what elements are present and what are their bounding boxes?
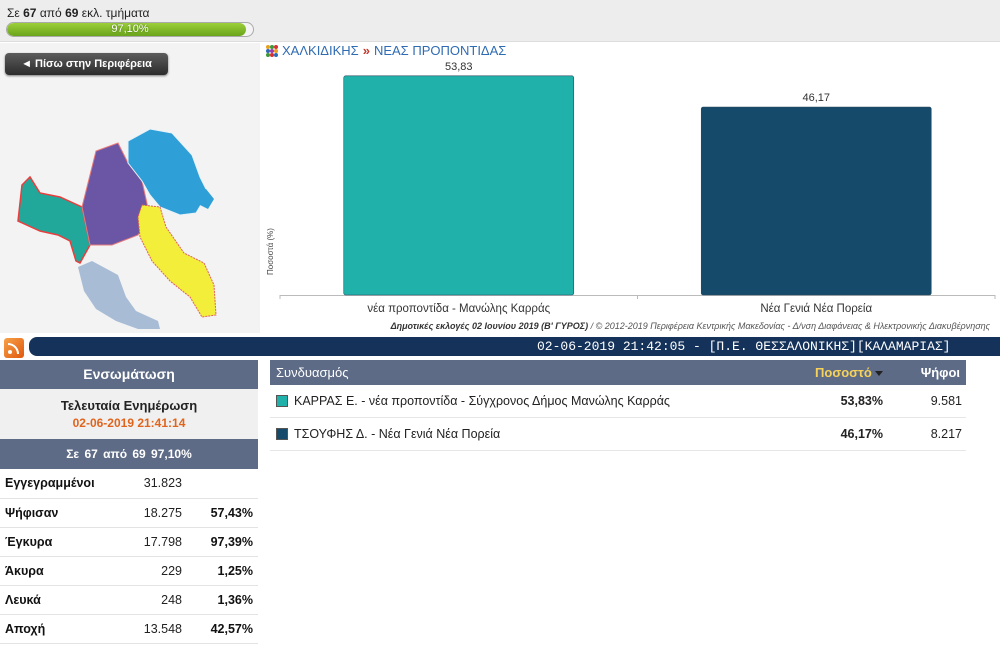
back-to-region-button[interactable]: ◄ Πίσω στην Περιφέρεια [5,53,168,75]
party-pct: 46,17% [840,427,883,441]
row-pct [182,469,258,499]
party-votes: 8.217 [930,427,962,441]
table-row: Άκυρα 229 1,25% [0,556,258,586]
bar-value-label: 46,17 [802,92,830,104]
map-pane: ◄ Πίσω στην Περιφέρεια [0,43,260,333]
row-label: Εγγεγραμμένοι [0,469,120,499]
row-value: 229 [120,556,182,586]
dots-icon [266,44,278,58]
row-pct: 97,39% [182,527,258,557]
results-bar-chart: Ποσοστά (%) 53,83 νέα προποντίδα - Μανώλης… [266,61,996,315]
sections-count-line: Σε 67 από 69 97,10% [0,439,258,469]
row-value: 31.823 [120,469,182,499]
row-value: 248 [120,585,182,615]
table-row[interactable]: ΤΣΟΥΦΗΣ Δ. - Νέα Γενιά Νέα Πορεία 46,17%… [270,418,966,451]
last-update-box: Τελευταία Ενημέρωση 02-06-2019 21:41:14 [0,389,258,439]
party-name: ΚΑΡΡΑΣ Ε. - νέα προποντίδα - Σύγχρονος Δ… [294,394,670,408]
last-update-label: Τελευταία Ενημέρωση [60,398,198,413]
row-pct: 57,43% [182,498,258,528]
credit-copyright: / © 2012-2019 Περιφέρεια Κεντρικής Μακεδ… [588,321,990,331]
row-value: 18.275 [120,498,182,528]
news-ticker: 02-06-2019 21:42:05 - [Π.Ε. ΘΕΣΣΑΛΟΝΙΚΗΣ… [29,337,1000,356]
x-tick-label: νέα προποντίδα - Μανώλης Καρράς [367,303,550,315]
rss-icon[interactable] [4,338,24,358]
turnout-table: Εγγεγραμμένοι 31.823 Ψήφισαν 18.275 57,43% … [0,469,258,644]
row-label: Έγκυρα [0,527,120,557]
row-value: 13.548 [120,614,182,644]
table-row: Λευκά 248 1,36% [0,585,258,615]
x-tick-label: Νέα Γενιά Νέα Πορεία [760,303,872,315]
map-area-island [196,189,214,209]
municipality-map [17,128,217,329]
chart-bar[interactable] [700,106,932,296]
map-area-northeast[interactable] [127,128,209,216]
results-header: Συνδυασμός Ποσοστό Ψήφοι [270,360,966,385]
counted-suffix: εκλ. τμήματα [81,6,150,20]
sidebar-title: Ενσωμάτωση [0,360,258,389]
col-pct-header[interactable]: Ποσοστό [815,360,883,385]
map-area-nea-propontida[interactable] [137,204,217,318]
col-party-header[interactable]: Συνδυασμός [276,365,349,380]
counted-sections-text: Σε 67 από 69 εκλ. τμήματα [7,6,149,20]
table-row: Ψήφισαν 18.275 57,43% [0,498,258,528]
counted-done: 67 [23,6,37,20]
table-row: Έγκυρα 17.798 97,39% [0,527,258,557]
party-name: ΤΣΟΥΦΗΣ Δ. - Νέα Γενιά Νέα Πορεία [294,427,501,441]
table-row: Αποχή 13.548 42,57% [0,614,258,644]
counted-mid: από [39,6,62,20]
party-color-swatch [276,395,288,407]
ticker-row: 02-06-2019 21:42:05 - [Π.Ε. ΘΕΣΣΑΛΟΝΙΚΗΣ… [0,335,1000,359]
party-votes: 9.581 [930,394,962,408]
chart-credit: Δημοτικές εκλογές 02 Ιουνίου 2019 (Β' ΓΥ… [391,321,990,331]
counted-total: 69 [65,6,79,20]
chart-bar[interactable] [343,75,575,296]
table-row: Εγγεγραμμένοι 31.823 [0,469,258,499]
top-bar: Σε 67 από 69 εκλ. τμήματα 97,10% [0,0,1000,42]
bar-value-label: 53,83 [445,61,473,73]
row-label: Ψήφισαν [0,498,120,528]
y-axis-label: Ποσοστά (%) [266,228,275,275]
breadcrumb-separator: » [362,43,370,58]
party-pct: 53,83% [840,394,883,408]
row-pct: 1,25% [182,556,258,586]
row-label: Αποχή [0,614,120,644]
credit-election: Δημοτικές εκλογές 02 Ιουνίου 2019 (Β' ΓΥ… [390,321,589,331]
map-area-west[interactable] [17,175,91,264]
table-row[interactable]: ΚΑΡΡΑΣ Ε. - νέα προποντίδα - Σύγχρονος Δ… [270,385,966,418]
last-update-time: 02-06-2019 21:41:14 [72,416,186,430]
results-table: Συνδυασμός Ποσοστό Ψήφοι ΚΑΡΡΑΣ Ε. - νέα… [270,360,966,451]
counting-progress-bar: 97,10% [6,22,254,37]
col-votes-header[interactable]: Ψήφοι [920,365,960,380]
progress-label: 97,10% [111,23,149,35]
breadcrumb: ΧΑΛΚΙΔΙΚΗΣ » ΝΕΑΣ ΠΡΟΠΟΝΤΙΔΑΣ [266,43,506,58]
integration-sidebar: Ενσωμάτωση Τελευταία Ενημέρωση 02-06-201… [0,360,258,647]
counted-prefix: Σε [7,6,20,20]
breadcrumb-region-link[interactable]: ΧΑΛΚΙΔΙΚΗΣ [282,43,359,58]
progress-fill [7,23,246,36]
chart-pane: ΧΑΛΚΙΔΙΚΗΣ » ΝΕΑΣ ΠΡΟΠΟΝΤΙΔΑΣ Ποσοστά (%… [260,43,1000,335]
row-label: Άκυρα [0,556,120,586]
party-color-swatch [276,428,288,440]
row-label: Λευκά [0,585,120,615]
map-area-central[interactable] [81,142,151,246]
row-pct: 42,57% [182,614,258,644]
row-pct: 1,36% [182,585,258,615]
map-area-south [78,261,160,329]
breadcrumb-municipality: ΝΕΑΣ ΠΡΟΠΟΝΤΙΔΑΣ [373,43,507,58]
row-value: 17.798 [120,527,182,557]
